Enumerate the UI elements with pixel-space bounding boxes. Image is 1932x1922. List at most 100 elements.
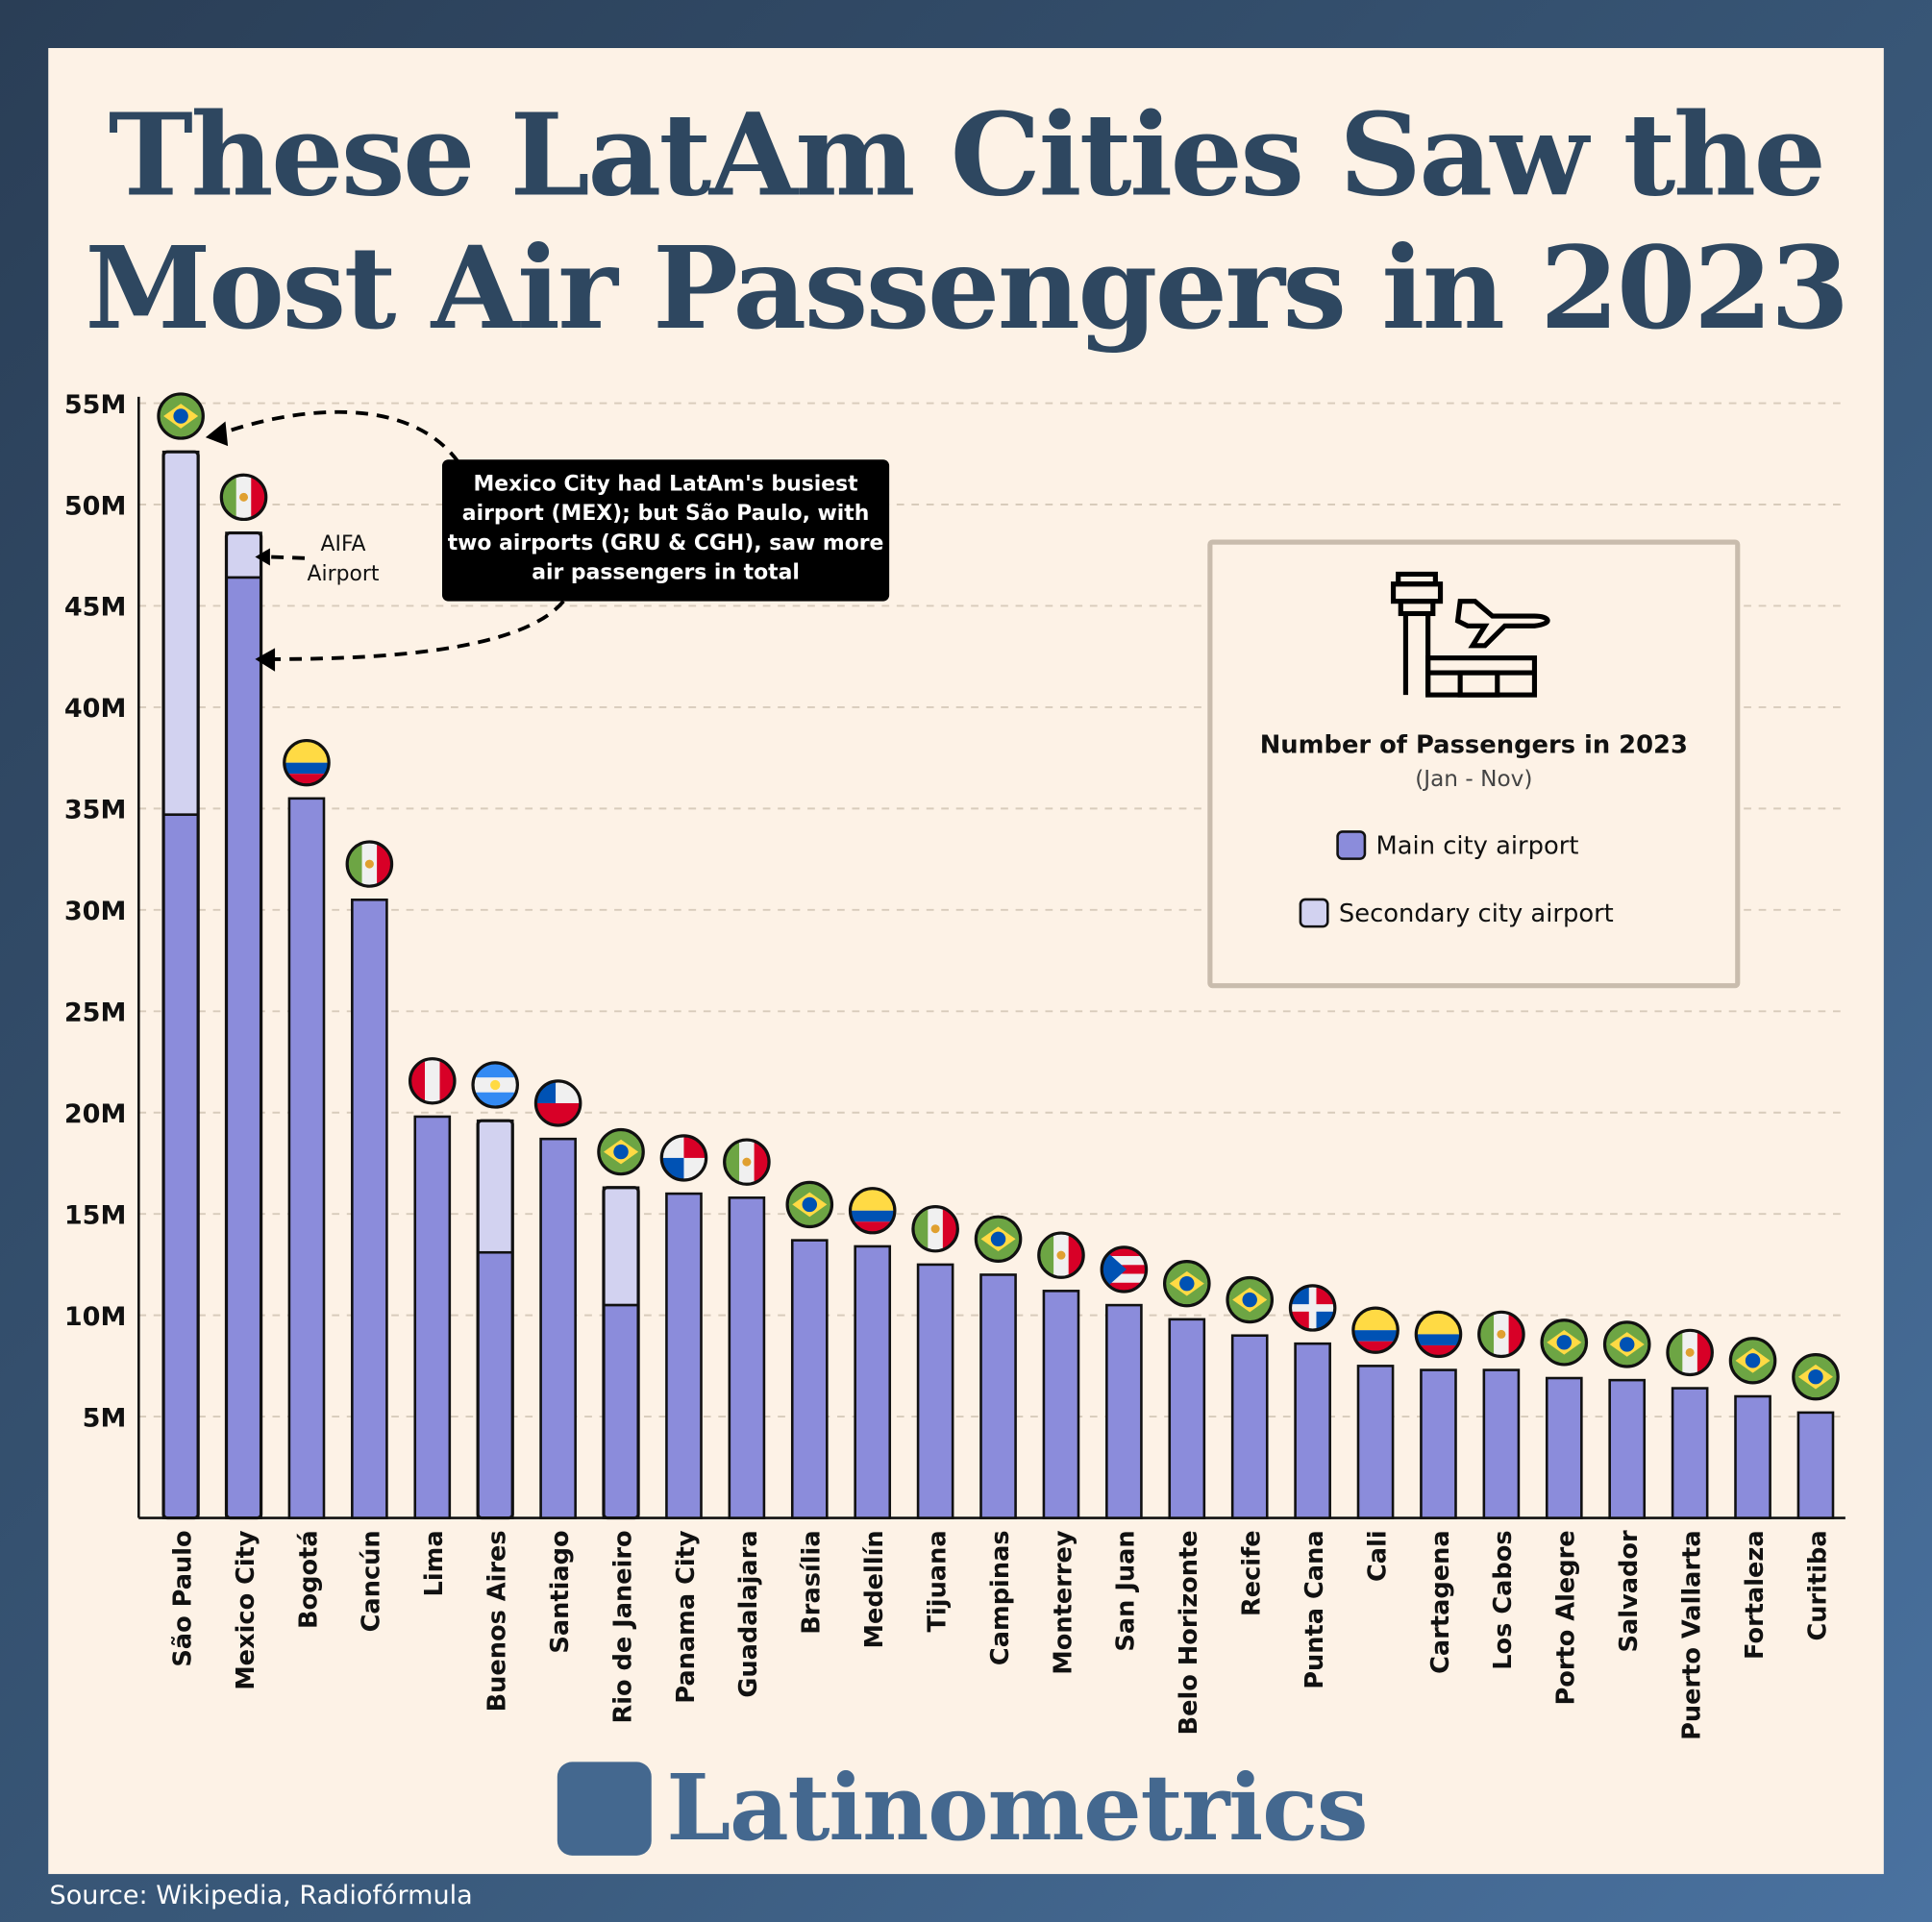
brand-logo: Latinometrics — [557, 1755, 1369, 1862]
y-tick-label: 25M — [64, 998, 127, 1028]
legend-item-main: Main city airport — [1336, 830, 1578, 860]
x-tick-label: San Juan — [1112, 1530, 1141, 1651]
bar-secondary — [476, 1119, 514, 1254]
legend: Number of Passengers in 2023 (Jan - Nov)… — [1207, 539, 1741, 989]
x-tick-label: Puerto Vallarta — [1677, 1530, 1706, 1740]
bar-outline — [476, 1119, 514, 1520]
bar-main — [602, 1303, 640, 1519]
legend-subtitle: (Jan - Nov) — [1415, 766, 1533, 793]
x-tick-label: Los Cabos — [1489, 1530, 1518, 1669]
legend-item-secondary: Secondary city airport — [1299, 898, 1614, 928]
x-tick-label: Guadalajara — [734, 1530, 763, 1697]
x-tick-label: Cartagena — [1426, 1530, 1455, 1674]
flag-br-icon — [597, 1127, 645, 1176]
bar-main — [1734, 1394, 1771, 1519]
bar-main — [351, 899, 388, 1519]
bar-main — [854, 1244, 892, 1519]
x-tick-label: Punta Cana — [1300, 1530, 1329, 1688]
flag-mx-icon — [1477, 1310, 1525, 1359]
secondary-swatch — [1299, 898, 1329, 928]
bar-main — [1420, 1368, 1457, 1519]
flag-br-icon — [1728, 1337, 1777, 1385]
flag-br-icon — [1540, 1318, 1589, 1367]
x-tick-label: Cali — [1363, 1530, 1392, 1582]
bar-main — [1545, 1376, 1583, 1519]
bar-main — [539, 1137, 577, 1519]
y-tick-label: 10M — [64, 1302, 127, 1332]
x-tick-label: Santiago — [546, 1530, 575, 1653]
flag-br-icon — [974, 1215, 1023, 1263]
x-tick-label: Brasília — [798, 1530, 827, 1634]
bar-main — [413, 1115, 452, 1519]
y-tick-label: 45M — [64, 593, 127, 623]
y-tick-label: 30M — [64, 897, 127, 926]
flag-mx-icon — [1666, 1328, 1714, 1377]
flag-br-icon — [1792, 1353, 1840, 1401]
bar-main — [1168, 1318, 1206, 1519]
bar-main — [1608, 1378, 1647, 1519]
flag-br-icon — [157, 392, 205, 440]
flag-pa-icon — [659, 1134, 708, 1182]
y-tick-label: 40M — [64, 694, 127, 724]
source-text: Source: Wikipedia, Radiofórmula — [49, 1880, 473, 1910]
bar-main — [1671, 1387, 1709, 1519]
bar-main — [665, 1192, 703, 1519]
x-tick-label: Lima — [420, 1530, 449, 1596]
y-tick-label: 5M — [83, 1403, 127, 1433]
bar-main — [728, 1196, 766, 1519]
flag-ar-icon — [471, 1061, 520, 1109]
flag-mx-icon — [219, 473, 268, 522]
bar-main — [979, 1273, 1017, 1519]
y-tick-label: 15M — [64, 1201, 127, 1231]
brand-name: Latinometrics — [666, 1755, 1368, 1862]
annotation-note: Mexico City had LatAm's busiest airport … — [441, 459, 890, 602]
bar-main — [916, 1263, 954, 1519]
y-tick-label: 55M — [64, 390, 127, 420]
flag-br-icon — [785, 1180, 834, 1229]
bar-main — [1294, 1342, 1331, 1519]
x-tick-label: Campinas — [986, 1530, 1015, 1665]
bar-main — [790, 1239, 829, 1519]
y-tick-label: 20M — [64, 1099, 127, 1129]
x-tick-label: São Paulo — [168, 1530, 197, 1666]
bar-secondary — [602, 1186, 640, 1307]
bar-secondary — [161, 450, 200, 816]
bar-main — [1356, 1365, 1395, 1519]
legend-main-label: Main city airport — [1375, 830, 1579, 860]
x-tick-label: Bogotá — [294, 1530, 323, 1629]
aifa-label: AIFA Airport — [308, 530, 380, 589]
y-tick-label: 35M — [64, 796, 127, 825]
legend-title: Number of Passengers in 2023 — [1259, 729, 1688, 759]
flag-pr-icon — [1100, 1245, 1149, 1294]
flag-mx-icon — [345, 840, 394, 888]
flag-mx-icon — [911, 1205, 959, 1253]
x-tick-label: Tijuana — [923, 1530, 952, 1632]
title-line-2: Most Air Passengers in 2023 — [85, 221, 1849, 356]
bar-outline — [161, 450, 200, 1520]
bar-main — [161, 813, 200, 1519]
bar-main — [287, 797, 326, 1519]
bar-outline — [224, 530, 263, 1520]
flag-br-icon — [1226, 1275, 1275, 1324]
x-tick-label: Recife — [1237, 1530, 1266, 1616]
main-swatch — [1336, 830, 1367, 860]
aifa-line-1: AIFA — [320, 531, 366, 557]
bar-secondary — [225, 531, 262, 579]
x-tick-label: Cancún — [358, 1530, 386, 1632]
flag-mx-icon — [1037, 1231, 1085, 1279]
flag-co-icon — [283, 738, 331, 787]
bar-main — [1796, 1411, 1835, 1519]
flag-mx-icon — [723, 1138, 771, 1186]
x-tick-label: Mexico City — [232, 1530, 260, 1690]
flag-co-icon — [848, 1187, 897, 1235]
x-tick-label: Medellín — [860, 1530, 889, 1648]
flag-br-icon — [1162, 1259, 1211, 1308]
flag-pe-icon — [408, 1057, 457, 1105]
flag-do-icon — [1288, 1284, 1337, 1332]
aifa-line-2: Airport — [307, 561, 380, 587]
bar-main — [1042, 1290, 1080, 1519]
legend-secondary-label: Secondary city airport — [1338, 898, 1614, 928]
flag-co-icon — [1351, 1306, 1399, 1354]
